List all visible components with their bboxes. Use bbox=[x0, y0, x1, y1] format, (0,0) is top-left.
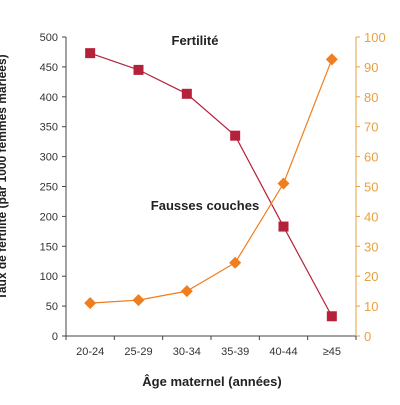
y-tick-label-right: 100 bbox=[364, 30, 386, 45]
y-tick-label-right: 70 bbox=[364, 120, 378, 135]
y-tick-label-left: 100 bbox=[40, 271, 58, 283]
series-line-fausses-couches bbox=[90, 59, 333, 304]
y-tick-label-left: 200 bbox=[40, 211, 58, 223]
y-tick-label-right: 60 bbox=[364, 150, 378, 165]
y-tick-label-left: 500 bbox=[40, 32, 58, 44]
y-tick-label-right: 90 bbox=[364, 60, 378, 75]
data-point-fausses-couches bbox=[84, 297, 97, 310]
data-point-fertilite bbox=[181, 88, 192, 99]
y-tick-label-left: 450 bbox=[40, 62, 58, 74]
series-label-fausses-couches: Fausses couches bbox=[151, 198, 259, 213]
series-label-fertilite: Fertilité bbox=[172, 33, 219, 48]
y-tick-label-right: 50 bbox=[364, 180, 378, 195]
y-tick-label-left: 50 bbox=[46, 301, 58, 313]
series-line-fertilite bbox=[89, 52, 333, 317]
data-point-fertilite bbox=[133, 64, 144, 75]
y-tick-label-right: 80 bbox=[364, 90, 378, 105]
y-tick-label-right: 0 bbox=[364, 329, 371, 344]
y-tick-label-left: 0 bbox=[52, 331, 58, 343]
y-tick-label-right: 30 bbox=[364, 239, 378, 254]
data-point-fertilite bbox=[230, 130, 241, 141]
x-tick-label: ≥45 bbox=[323, 346, 341, 358]
data-point-fausses-couches bbox=[132, 294, 145, 307]
y-tick-label-right: 40 bbox=[364, 209, 378, 224]
y-tick-label-left: 150 bbox=[40, 241, 58, 253]
x-tick-label: 30-34 bbox=[173, 346, 201, 358]
data-point-fausses-couches bbox=[325, 53, 338, 66]
y-tick-label-left: 400 bbox=[40, 92, 58, 104]
data-point-fertilite bbox=[326, 311, 337, 322]
y-tick-label-left: 350 bbox=[40, 122, 58, 134]
x-tick-label: 35-39 bbox=[221, 346, 249, 358]
data-point-fausses-couches bbox=[180, 285, 193, 298]
y-tick-label-left: 250 bbox=[40, 182, 58, 194]
y-tick-label-left: 300 bbox=[40, 152, 58, 164]
x-axis-label: Âge maternel (années) bbox=[142, 374, 281, 389]
y-tick-label-right: 20 bbox=[364, 269, 378, 284]
x-tick-label: 40-44 bbox=[269, 346, 297, 358]
data-point-fausses-couches bbox=[229, 256, 242, 269]
y-axis-label-left: Taux de fertilité (par 1000 femmes marié… bbox=[0, 54, 9, 299]
data-point-fausses-couches bbox=[277, 177, 290, 190]
data-point-fertilite bbox=[278, 221, 289, 232]
y-tick-label-right: 10 bbox=[364, 299, 378, 314]
data-point-fertilite bbox=[85, 48, 96, 59]
x-tick-label: 20-24 bbox=[76, 346, 104, 358]
x-tick-label: 25-29 bbox=[124, 346, 152, 358]
